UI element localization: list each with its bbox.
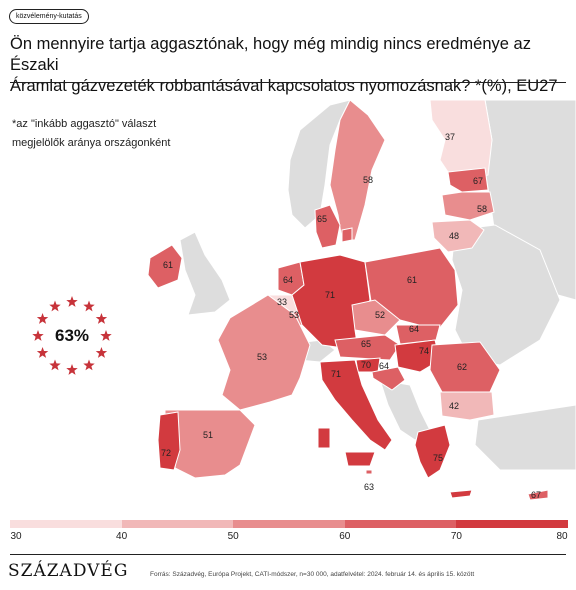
legend-tick-40: 40 xyxy=(116,531,128,542)
eu-star-4 xyxy=(100,330,112,341)
country-estonia xyxy=(447,167,489,193)
country-france xyxy=(217,294,311,411)
non-eu-land xyxy=(179,99,576,471)
norway-shape xyxy=(287,99,351,229)
country-lithuania xyxy=(431,219,485,253)
source-note: Forrás: Századvég, Európa Projekt, CATI-… xyxy=(150,571,475,578)
country-italy-island-2 xyxy=(344,451,376,467)
legend-tick-80: 80 xyxy=(556,531,568,542)
country-italy-island-1 xyxy=(317,427,331,449)
legend-swatch-1 xyxy=(10,520,123,528)
value-label-sweden: 58 xyxy=(363,175,373,185)
country-cyprus xyxy=(527,489,549,501)
value-label-finland: 37 xyxy=(445,132,455,142)
country-denmark xyxy=(314,204,341,249)
legend-tick-30: 30 xyxy=(10,531,22,542)
category-tag: közvélemény-kutatás xyxy=(9,9,89,24)
eu-star-5 xyxy=(95,347,108,358)
value-label-cyprus: 67 xyxy=(531,490,541,500)
eu-star-3 xyxy=(95,313,108,324)
value-label-lithuania: 48 xyxy=(449,231,459,241)
value-label-luxembourg: 53 xyxy=(289,310,299,320)
value-label-netherlands: 64 xyxy=(283,275,293,285)
country-regions xyxy=(147,99,549,501)
value-label-estonia: 67 xyxy=(473,176,483,186)
color-legend xyxy=(10,520,569,528)
eu-star-12 xyxy=(49,300,61,312)
legend-swatch-2 xyxy=(121,520,234,528)
legend-swatch-4 xyxy=(344,520,457,528)
value-label-france: 53 xyxy=(257,352,267,362)
value-label-croatia: 64 xyxy=(379,361,389,371)
country-greece-island-1 xyxy=(449,489,473,499)
belarus-ukraine-shape xyxy=(451,224,561,366)
value-label-austria: 65 xyxy=(361,339,371,349)
value-label-latvia: 58 xyxy=(477,204,487,214)
eu-star-10 xyxy=(32,330,44,341)
eu-star-9 xyxy=(36,347,49,358)
value-label-poland: 61 xyxy=(407,275,417,285)
legend-tick-70: 70 xyxy=(450,531,462,542)
value-label-slovenia: 70 xyxy=(361,360,371,370)
country-austria xyxy=(334,334,401,361)
value-label-denmark: 65 xyxy=(317,214,327,224)
country-slovakia xyxy=(395,324,441,345)
country-czechia xyxy=(351,299,401,336)
value-label-italy: 71 xyxy=(331,369,341,379)
country-croatia xyxy=(371,366,406,391)
legend-swatch-5 xyxy=(456,520,569,528)
country-greece xyxy=(414,424,451,479)
country-bulgaria xyxy=(439,391,495,421)
eu-stars-circle xyxy=(32,296,112,375)
eu-average-badge: 63% xyxy=(32,296,112,375)
value-label-bulgaria: 42 xyxy=(449,401,459,411)
legend-swatch-3 xyxy=(233,520,346,528)
value-label-slovakia: 64 xyxy=(409,324,419,334)
country-portugal xyxy=(157,411,181,471)
value-label-spain: 51 xyxy=(203,430,213,440)
uk-shape xyxy=(179,231,231,316)
country-malta xyxy=(365,469,373,475)
value-label-belgium: 33 xyxy=(277,297,287,307)
value-label-portugal: 72 xyxy=(161,448,171,458)
top-divider xyxy=(10,82,566,83)
eu-star-6 xyxy=(83,359,95,371)
legend-tick-50: 50 xyxy=(227,531,239,542)
eu-star-11 xyxy=(36,313,49,324)
value-label-romania: 62 xyxy=(457,362,467,372)
eu-star-1 xyxy=(66,296,78,307)
eu-star-2 xyxy=(83,300,95,312)
country-ireland xyxy=(147,244,183,289)
value-label-germany: 71 xyxy=(325,290,335,300)
szazadveg-logo: SZÁZADVÉG xyxy=(8,561,129,581)
eu-average-value: 63% xyxy=(55,326,89,345)
eu-star-8 xyxy=(49,359,61,371)
title-line-2: Áramlat gázvezeték robbantásával kapcsol… xyxy=(10,77,558,95)
page-title: Ön mennyire tartja aggasztónak, hogy még… xyxy=(10,34,566,97)
subtitle-line-2: megjelölők aránya országonként xyxy=(12,137,171,149)
title-line-1: Ön mennyire tartja aggasztónak, hogy még… xyxy=(10,35,531,74)
turkey-shape xyxy=(474,404,576,471)
value-label-czechia: 52 xyxy=(375,310,385,320)
value-label-ireland: 61 xyxy=(163,260,173,270)
map-subtitle: *az "inkább aggasztó" választ megjelölők… xyxy=(12,115,212,153)
value-label-greece: 75 xyxy=(433,453,443,463)
country-denmark-island-1 xyxy=(341,227,353,243)
value-label-malta: 63 xyxy=(364,482,374,492)
eu-star-7 xyxy=(66,364,78,375)
legend-tick-60: 60 xyxy=(339,531,351,542)
country-latvia xyxy=(441,191,495,221)
bottom-divider xyxy=(10,554,566,555)
subtitle-line-1: *az "inkább aggasztó" választ xyxy=(12,118,157,130)
value-label-hungary: 74 xyxy=(419,346,429,356)
country-italy xyxy=(319,359,393,451)
